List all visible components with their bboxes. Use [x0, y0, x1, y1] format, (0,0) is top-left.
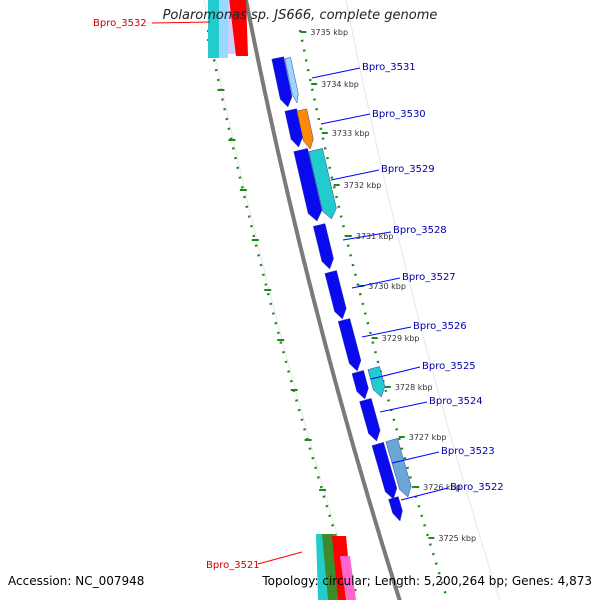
- gene-label-leader: [151, 21, 211, 24]
- ruler-tick-label: 3733 kbp: [332, 129, 370, 138]
- gene-label-leader: [379, 401, 428, 413]
- ruler-tick-label: 3734 kbp: [321, 80, 359, 89]
- gene-label-leader: [370, 366, 421, 380]
- gene-label[interactable]: Bpro_3530: [372, 109, 426, 120]
- gene-arrow[interactable]: [296, 108, 314, 150]
- gene-label[interactable]: Bpro_3527: [402, 272, 456, 283]
- gene-block[interactable]: [219, 0, 228, 58]
- ruler-outer: [206, 29, 357, 600]
- gene-arrow[interactable]: [284, 57, 299, 104]
- gene-arrow[interactable]: [388, 496, 403, 522]
- gene-label[interactable]: Bpro_3522: [450, 482, 504, 493]
- gene-label[interactable]: Bpro_3523: [441, 446, 495, 457]
- gene-label-leader: [342, 231, 392, 241]
- ruler-tick-label: 3726 kbp: [423, 483, 461, 492]
- gene-arrow[interactable]: [385, 437, 412, 498]
- ruler-tick-label: 3725 kbp: [438, 534, 476, 543]
- ruler-tick-label: 3731 kbp: [356, 232, 394, 241]
- gene-block[interactable]: [208, 0, 219, 58]
- gene-arrow-red[interactable]: [229, 0, 248, 56]
- gene-arrow[interactable]: [293, 148, 323, 222]
- gene-arrow[interactable]: [359, 398, 381, 442]
- gene-label-leader: [320, 113, 371, 125]
- gene-label-leader: [400, 487, 449, 501]
- genome-backbone: [243, 0, 402, 600]
- gene-label-leader: [257, 551, 303, 565]
- gene-label-leader: [351, 277, 401, 289]
- gene-block[interactable]: [228, 0, 236, 54]
- genome-summary-text: Topology: circular; Length: 5,200,264 bp…: [262, 574, 592, 588]
- gene-label[interactable]: Bpro_3524: [429, 396, 483, 407]
- gene-label-leader: [391, 451, 440, 464]
- gene-label[interactable]: Bpro_3529: [381, 164, 435, 175]
- ruler-tick-label: 3735 kbp: [310, 28, 348, 37]
- gene-arrow[interactable]: [324, 270, 347, 320]
- gene-label-leader: [330, 169, 380, 181]
- ruler-tick-label: 3729 kbp: [382, 334, 420, 343]
- gene-arrow[interactable]: [371, 441, 398, 500]
- ruler-tick-label: 3730 kbp: [368, 282, 406, 291]
- gene-label[interactable]: Bpro_3525: [422, 361, 476, 372]
- gene-arrow[interactable]: [337, 318, 362, 372]
- gene-label-leader: [361, 326, 412, 338]
- ruler-tick-label: 3732 kbp: [344, 181, 382, 190]
- gene-label[interactable]: Bpro_3528: [393, 225, 447, 236]
- gene-label[interactable]: Bpro_3532: [93, 18, 147, 29]
- ruler-tick-label: 3728 kbp: [395, 383, 433, 392]
- ruler-tick-label: 3727 kbp: [409, 433, 447, 442]
- gene-arrow[interactable]: [351, 370, 369, 400]
- feature-band-outer: [203, 0, 359, 600]
- gene-arrow[interactable]: [271, 56, 293, 108]
- gene-block[interactable]: [340, 556, 356, 600]
- gene-arrow[interactable]: [367, 366, 386, 398]
- gene-label[interactable]: Bpro_3526: [413, 321, 467, 332]
- gene-label[interactable]: Bpro_3531: [362, 62, 416, 73]
- accession-text: Accession: NC_007948: [8, 574, 145, 588]
- gene-arrow[interactable]: [312, 223, 334, 270]
- gene-arrow[interactable]: [308, 148, 337, 220]
- gene-label[interactable]: Bpro_3521: [206, 560, 260, 571]
- map-title: Polaromonas sp. JS666, complete genome: [162, 8, 438, 23]
- feature-band-inner: [345, 0, 501, 600]
- gene-label-leader: [311, 67, 361, 79]
